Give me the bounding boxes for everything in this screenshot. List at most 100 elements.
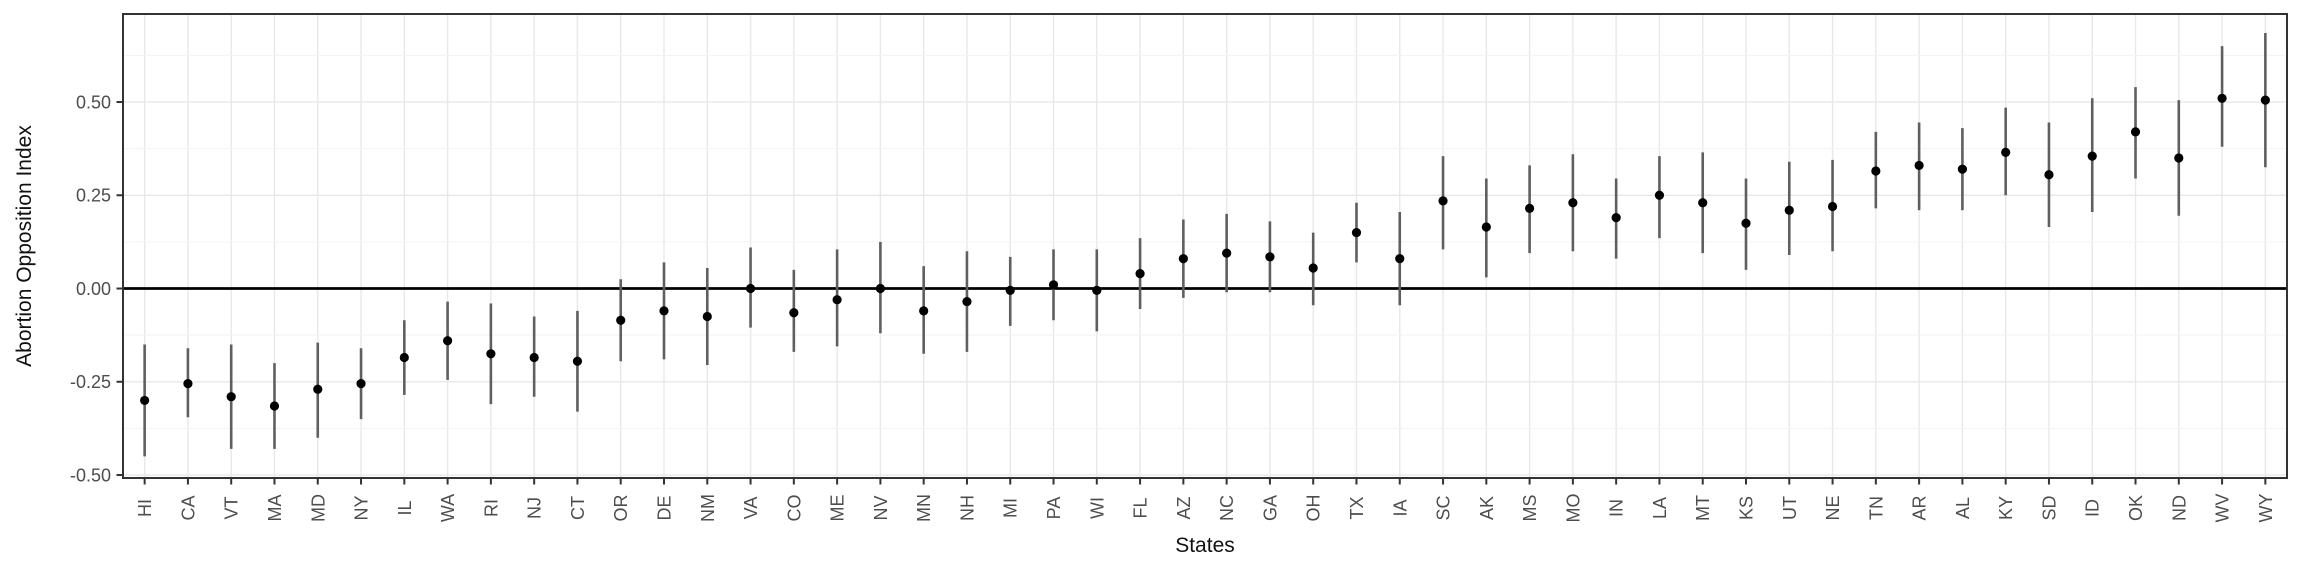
x-tick-label-CA: CA	[178, 495, 198, 520]
point-NH	[962, 296, 972, 307]
panel-background	[123, 14, 2287, 478]
point-AR	[1914, 160, 1924, 171]
point-NV	[875, 283, 886, 294]
x-tick-label-LA: LA	[1650, 497, 1670, 519]
x-tick-label-NE: NE	[1823, 495, 1843, 520]
x-tick-label-CO: CO	[784, 495, 804, 522]
x-tick-label-WA: WA	[438, 494, 458, 522]
point-NE	[1827, 201, 1838, 212]
x-tick-label-MD: MD	[308, 494, 328, 522]
x-tick-label-TN: TN	[1866, 496, 1886, 520]
point-TN	[1871, 166, 1881, 176]
point-VA	[745, 283, 756, 294]
x-tick-label-OH: OH	[1304, 495, 1324, 522]
x-tick-label-MA: MA	[265, 495, 285, 522]
point-VT	[226, 392, 236, 402]
y-tick-label-0.00: 0.00	[76, 279, 111, 299]
x-tick-label-RI: RI	[481, 499, 501, 517]
x-tick-label-IN: IN	[1607, 499, 1627, 517]
x-tick-label-AK: AK	[1477, 496, 1497, 520]
point-MN	[919, 306, 929, 316]
point-MT	[1698, 198, 1708, 208]
x-tick-label-MS: MS	[1520, 495, 1540, 522]
point-WA	[443, 336, 453, 346]
point-OK	[2130, 127, 2141, 137]
x-tick-label-NM: NM	[698, 494, 718, 522]
x-tick-label-MT: MT	[1693, 495, 1713, 521]
point-IN	[1611, 213, 1621, 223]
x-tick-label-NY: NY	[352, 495, 372, 520]
x-tick-label-SC: SC	[1434, 495, 1454, 520]
point-SC	[1438, 196, 1448, 206]
x-tick-label-MN: MN	[914, 494, 934, 522]
point-IL	[399, 352, 409, 363]
point-DE	[659, 306, 669, 316]
x-tick-label-NJ: NJ	[525, 497, 545, 519]
x-tick-label-PA: PA	[1044, 497, 1064, 520]
point-OH	[1308, 263, 1318, 273]
point-GA	[1265, 252, 1275, 262]
x-tick-label-OR: OR	[611, 494, 631, 521]
point-CO	[789, 308, 799, 318]
point-KY	[2001, 147, 2011, 157]
point-MS	[1525, 203, 1535, 213]
point-IA	[1395, 254, 1405, 264]
point-CA	[183, 379, 193, 389]
point-MA	[269, 401, 280, 411]
point-CT	[572, 356, 583, 366]
x-tick-label-GA: GA	[1260, 495, 1280, 521]
point-ND	[2174, 153, 2184, 163]
point-TX	[1351, 227, 1362, 238]
x-tick-label-MI: MI	[1001, 498, 1021, 518]
x-tick-label-VA: VA	[741, 497, 761, 520]
x-tick-label-WV: WV	[2213, 494, 2233, 523]
point-FL	[1135, 269, 1145, 279]
x-tick-label-OK: OK	[2126, 495, 2146, 521]
point-NY	[356, 379, 366, 389]
point-UT	[1784, 205, 1794, 215]
x-axis-title: States	[1175, 534, 1235, 557]
x-tick-label-WI: WI	[1087, 497, 1107, 519]
point-ID	[2087, 151, 2097, 161]
x-tick-label-SD: SD	[2039, 495, 2059, 520]
point-RI	[486, 349, 496, 359]
point-AK	[1481, 222, 1491, 232]
point-LA	[1654, 190, 1665, 200]
x-tick-label-ID: ID	[2083, 499, 2103, 517]
point-AZ	[1178, 254, 1188, 264]
point-AL	[1957, 164, 1967, 174]
y-tick-label-0.25: 0.25	[76, 186, 111, 206]
point-WI	[1092, 285, 1102, 295]
y-tick-label--0.50: -0.50	[70, 465, 111, 485]
x-tick-label-UT: UT	[1780, 496, 1800, 520]
point-NJ	[529, 352, 539, 363]
point-MI	[1005, 285, 1015, 295]
point-MD	[313, 384, 323, 394]
point-WV	[2217, 93, 2227, 103]
x-tick-label-NV: NV	[871, 495, 891, 520]
x-tick-label-NH: NH	[957, 495, 977, 521]
y-tick-label--0.25: -0.25	[70, 372, 111, 392]
x-tick-label-KS: KS	[1737, 496, 1757, 520]
point-SD	[2044, 170, 2054, 180]
point-WY	[2260, 95, 2270, 105]
x-tick-label-TX: TX	[1347, 496, 1367, 519]
x-tick-label-IA: IA	[1390, 499, 1410, 516]
x-tick-label-CT: CT	[568, 496, 588, 520]
y-axis-title: Abortion Opposition Index	[13, 125, 36, 367]
point-MO	[1568, 198, 1578, 208]
point-HI	[140, 395, 150, 406]
x-tick-label-IL: IL	[395, 500, 415, 515]
point-NM	[702, 311, 712, 322]
point-PA	[1048, 280, 1059, 290]
x-tick-label-WY: WY	[2256, 494, 2276, 523]
x-tick-label-MO: MO	[1563, 494, 1583, 523]
panel-border	[122, 13, 2288, 479]
x-tick-label-AR: AR	[1910, 495, 1930, 520]
x-tick-label-AL: AL	[1953, 497, 1973, 519]
x-tick-label-DE: DE	[655, 495, 675, 520]
x-tick-label-FL: FL	[1131, 497, 1151, 518]
x-tick-label-ME: ME	[828, 495, 848, 522]
